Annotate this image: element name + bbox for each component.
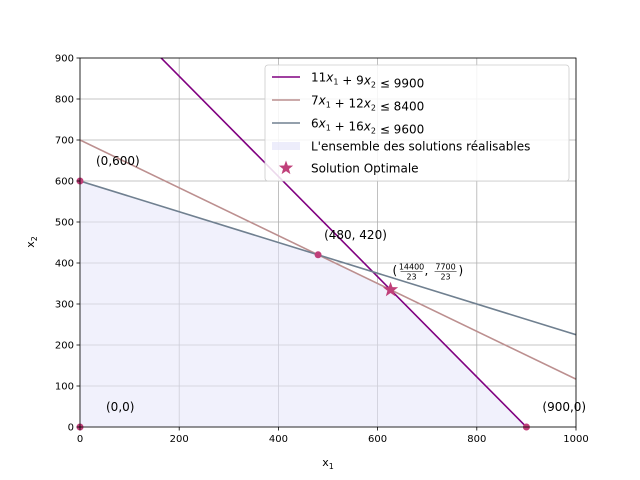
x-tick-label: 600 [368, 434, 387, 445]
y-tick-label: 100 [55, 382, 74, 393]
y-tick-label: 900 [55, 54, 74, 65]
legend-box [264, 64, 570, 182]
vertex-label: (0,0) [106, 400, 134, 414]
x-tick-label: 200 [170, 434, 189, 445]
y-axis-label-sub: 2 [30, 236, 39, 241]
legend-label-3: 6x1 + 16x2 ≤ 9600 [311, 117, 424, 137]
feasible-region [80, 181, 527, 427]
legend: 11x1 + 9x2 ≤ 9900 7x1 + 12x2 ≤ 8400 6x1 + … [264, 64, 570, 182]
legend-swatch-optimal [278, 160, 294, 175]
y-tick-label: 400 [55, 259, 74, 270]
legend-label-1: 11x1 + 9x2 ≤ 9900 [311, 71, 424, 91]
legend-label-optimal: Solution Optimale [311, 162, 419, 176]
constraint-line-1 [160, 58, 528, 427]
constraint-lines [80, 58, 576, 427]
legend-swatch-region [272, 142, 300, 150]
legend-label-2: 7x1 + 12x2 ≤ 8400 [311, 94, 424, 114]
vertex-point [314, 251, 322, 259]
optimal-x-fraction-numerator: 14400 [399, 263, 424, 272]
constraint-line-2 [80, 139, 576, 380]
vertex-label: (480, 420) [324, 228, 387, 242]
y-tick-label: 0 [68, 423, 74, 434]
x-tick-label: 1000 [563, 434, 588, 445]
optimal-label-comma: , [425, 264, 429, 278]
y-tick-label: 200 [55, 341, 74, 352]
x-tick-label: 0 [77, 434, 83, 445]
x-tick-label: 800 [467, 434, 486, 445]
optimal-x-fraction-denominator: 23 [406, 273, 416, 282]
y-tick-label: 600 [55, 177, 74, 188]
plot-frame [79, 57, 577, 428]
vertex-label: (0,600) [96, 154, 140, 168]
vertex-label: (900,0) [542, 400, 586, 414]
y-tick-label: 300 [55, 300, 74, 311]
optimal-y-fraction-numerator: 7700 [435, 263, 455, 272]
vertex-points [76, 177, 530, 431]
y-axis-label: x2 [24, 236, 39, 248]
legend-label-region: L'ensemble des solutions réalisables [311, 140, 530, 154]
y-tick-label: 800 [55, 95, 74, 106]
x-tick-label: 400 [269, 434, 288, 445]
optimal-y-fraction-denominator: 23 [440, 273, 450, 282]
x-axis-label-sub: 1 [329, 462, 334, 471]
optimal-point-star [382, 281, 399, 297]
y-tick-label: 500 [55, 218, 74, 229]
optimal-label-close-paren: ) [459, 264, 464, 278]
axis-ticks: 0 200 400 600 800 1000 0 100 200 300 400 500 600 700 8… [55, 54, 589, 446]
y-tick-label: 700 [55, 136, 74, 147]
feasible-region-layer [80, 181, 527, 427]
optimal-label-open-paren: ( [393, 264, 398, 278]
constraint-line-3 [80, 180, 576, 336]
x-axis-label: x1 [322, 456, 334, 471]
